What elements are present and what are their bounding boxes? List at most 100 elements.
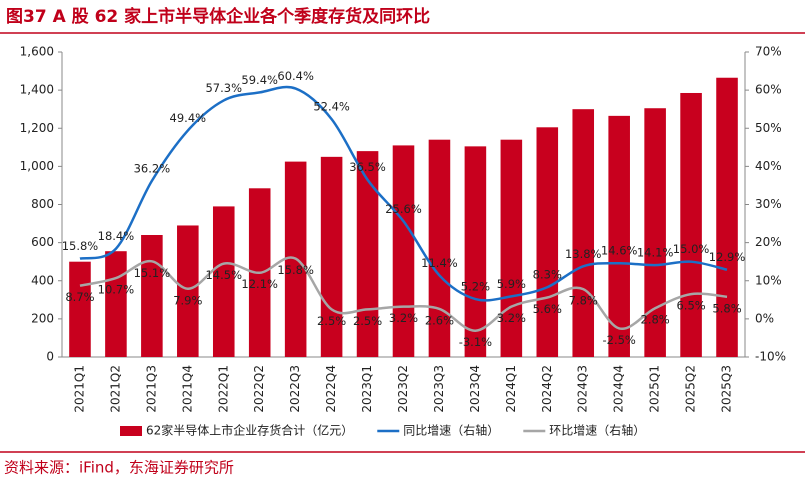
data-label: 8.7% <box>65 290 94 304</box>
x-tick-label: 2023Q1 <box>360 365 374 413</box>
data-label: 12.1% <box>241 277 278 291</box>
x-tick-label: 2022Q3 <box>288 365 302 413</box>
y-tick-label: 200 <box>31 311 54 325</box>
y2-tick-label: 50% <box>755 121 782 135</box>
bar <box>644 108 666 357</box>
data-label: 5.9% <box>497 277 526 291</box>
source: 资料来源：iFind，东海证券研究所 <box>4 459 234 477</box>
bar <box>716 77 738 357</box>
y2-tick-label: 30% <box>755 197 782 211</box>
data-label: 12.9% <box>709 250 746 264</box>
bar <box>141 235 163 357</box>
x-tick-label: 2025Q3 <box>720 365 734 413</box>
legend-label: 同比增速（右轴） <box>403 423 499 438</box>
x-tick-label: 2024Q4 <box>612 365 626 413</box>
data-label: 7.8% <box>569 294 598 308</box>
data-label: 8.3% <box>533 268 562 282</box>
x-tick-label: 2025Q1 <box>648 365 662 413</box>
data-label: -2.5% <box>602 333 635 347</box>
data-label: 57.3% <box>205 81 242 95</box>
data-label: 60.4% <box>277 69 314 83</box>
data-label: 14.5% <box>205 268 242 282</box>
x-tick-label: 2024Q1 <box>504 365 518 413</box>
x-tick-label: 2024Q3 <box>576 365 590 413</box>
data-label: 14.6% <box>601 244 638 258</box>
data-label: 15.8% <box>62 239 99 253</box>
x-tick-label: 2024Q2 <box>540 365 554 413</box>
data-label: 2.5% <box>317 314 346 328</box>
data-label: 59.4% <box>241 73 278 87</box>
x-tick-label: 2021Q2 <box>108 365 122 413</box>
bar <box>392 145 415 357</box>
x-tick-label: 2021Q3 <box>144 365 158 413</box>
x-tick-label: 2023Q3 <box>432 365 446 413</box>
bar <box>428 139 451 357</box>
x-tick-label: 2023Q4 <box>468 365 482 413</box>
data-label: 36.2% <box>134 161 171 175</box>
bar <box>212 206 235 357</box>
data-label: 52.4% <box>313 100 350 114</box>
data-label: 25.6% <box>385 202 422 216</box>
data-label: 3.2% <box>497 311 526 325</box>
y2-tick-label: 40% <box>755 159 782 173</box>
bar <box>177 225 199 357</box>
data-label: 2.8% <box>641 313 670 327</box>
bar <box>500 139 523 357</box>
y-tick-label: 400 <box>31 273 54 287</box>
data-label: 3.2% <box>389 311 418 325</box>
bar <box>105 251 127 357</box>
data-label: 2.6% <box>425 313 454 327</box>
x-tick-label: 2023Q2 <box>396 365 410 413</box>
chart-title: 图37 A 股 62 家上市半导体企业各个季度存货及同环比 <box>6 6 430 27</box>
data-label: 15.8% <box>277 263 314 277</box>
data-label: 14.1% <box>637 246 674 260</box>
bar <box>356 151 379 357</box>
y2-tick-label: 20% <box>755 235 782 249</box>
y2-tick-label: 0% <box>755 311 774 325</box>
y-tick-label: 1,600 <box>20 45 54 59</box>
y-tick-label: 800 <box>31 197 54 211</box>
data-label: 5.6% <box>533 302 562 316</box>
bar <box>608 115 630 357</box>
y2-tick-label: 10% <box>755 273 782 287</box>
y-tick-label: 1,000 <box>20 159 54 173</box>
data-label: 18.4% <box>98 229 135 243</box>
data-label: 13.8% <box>565 247 602 261</box>
data-label: 15.0% <box>673 242 710 256</box>
line <box>79 85 728 302</box>
bar <box>320 156 343 357</box>
data-label: 10.7% <box>98 283 135 297</box>
data-label: 15.1% <box>134 266 171 280</box>
data-label: 5.8% <box>712 301 741 315</box>
y-tick-label: 1,200 <box>20 121 54 135</box>
x-tick-label: 2022Q1 <box>216 365 230 413</box>
data-label: 11.4% <box>421 256 458 270</box>
y-tick-label: 600 <box>31 235 54 249</box>
data-label: 6.5% <box>676 299 705 313</box>
y2-tick-label: 60% <box>755 83 782 97</box>
legend-swatch <box>120 426 142 436</box>
line <box>79 256 728 332</box>
data-label: 2.5% <box>353 314 382 328</box>
bar <box>572 109 595 357</box>
data-label: 36.5% <box>349 160 386 174</box>
data-label: 7.9% <box>173 293 202 307</box>
y2-tick-label: -10% <box>755 350 786 364</box>
bar <box>536 127 559 357</box>
x-tick-label: 2025Q2 <box>684 365 698 413</box>
bar <box>680 92 702 357</box>
bar <box>464 146 487 357</box>
x-tick-label: 2021Q1 <box>72 365 86 413</box>
x-tick-label: 2021Q4 <box>180 365 194 413</box>
data-label: -3.1% <box>459 335 492 349</box>
y2-tick-label: 70% <box>755 45 782 59</box>
legend-label: 环比增速（右轴） <box>549 423 645 438</box>
data-label: 5.2% <box>461 280 490 294</box>
x-tick-label: 2022Q4 <box>324 365 338 413</box>
data-label: 49.4% <box>170 111 207 125</box>
x-tick-label: 2022Q2 <box>252 365 266 413</box>
bar <box>69 261 91 357</box>
y-tick-label: 1,400 <box>20 83 54 97</box>
legend-label: 62家半导体上市企业存货合计（亿元） <box>146 423 353 438</box>
